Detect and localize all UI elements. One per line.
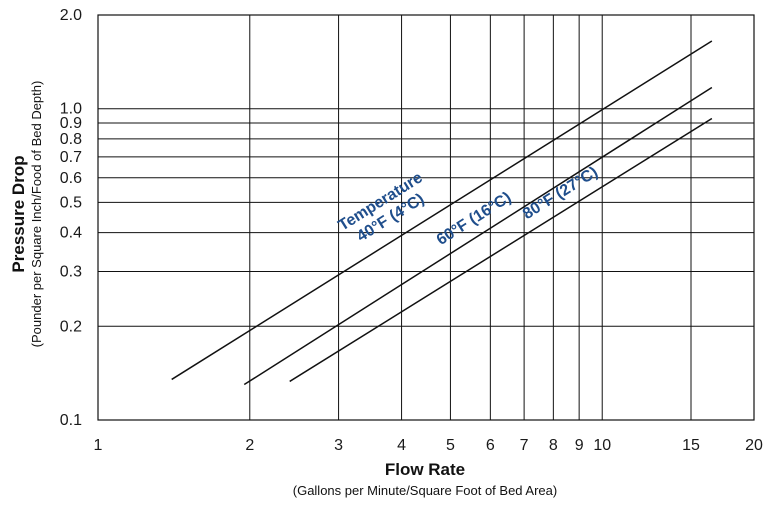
series-line xyxy=(171,40,713,381)
x-axis-subtitle: (Gallons per Minute/Square Foot of Bed A… xyxy=(293,483,557,498)
y-tick-label: 0.1 xyxy=(60,412,82,429)
series-label-group: 40°F (4°C)Temperature xyxy=(336,169,428,245)
y-tick-label: 0.7 xyxy=(60,149,82,166)
y-tick-labels: 0.1 0.2 0.3 0.4 0.5 0.6 0.70.80.91.0 2.0 xyxy=(60,7,82,429)
series-labels: 40°F (4°C)Temperature 60°F (16°C) 80°F (27… xyxy=(336,164,601,249)
y-axis-subtitle: (Pounder per Square Inch/Food of Bed Dep… xyxy=(29,81,44,348)
x-axis-title: Flow Rate xyxy=(385,460,465,479)
x-tick-label: 8 xyxy=(549,437,558,454)
y-tick-label: 0.3 xyxy=(60,263,82,280)
x-tick-label: 20 xyxy=(745,437,763,454)
x-tick-labels: 1 2 3 4 5 6 7 8 9 10 15 20 xyxy=(94,437,763,454)
series-label-group: 60°F (16°C) xyxy=(434,189,515,249)
x-tick-label: 9 xyxy=(575,437,584,454)
x-tick-label: 6 xyxy=(486,437,495,454)
series-label: 60°F (16°C) xyxy=(434,189,515,249)
x-tick-label: 4 xyxy=(397,437,406,454)
y-tick-label: 0.2 xyxy=(60,318,82,335)
plot-frame xyxy=(97,14,755,421)
y-axis-title: Pressure Drop xyxy=(9,155,28,272)
series-label: 80°F (27°C) xyxy=(520,164,601,223)
x-tick-label: 15 xyxy=(682,437,700,454)
x-tick-label: 3 xyxy=(334,437,343,454)
x-tick-label: 2 xyxy=(245,437,254,454)
y-tick-label: 2.0 xyxy=(60,7,82,24)
x-tick-label: 5 xyxy=(446,437,455,454)
y-tick-label: 0.8 xyxy=(60,131,82,148)
y-tick-label: 0.9 xyxy=(60,115,82,132)
series-lines xyxy=(171,40,713,386)
series-line xyxy=(243,86,713,386)
y-tick-label: 0.5 xyxy=(60,194,82,211)
x-tick-label: 1 xyxy=(94,437,103,454)
x-tick-label: 7 xyxy=(520,437,529,454)
y-tick-label: 0.4 xyxy=(60,225,82,242)
y-tick-label: 0.6 xyxy=(60,170,82,187)
y-tick-label: 1.0 xyxy=(60,101,82,118)
x-tick-label: 10 xyxy=(593,437,611,454)
series-line xyxy=(289,117,713,383)
series-label-group: 80°F (27°C) xyxy=(520,164,601,223)
